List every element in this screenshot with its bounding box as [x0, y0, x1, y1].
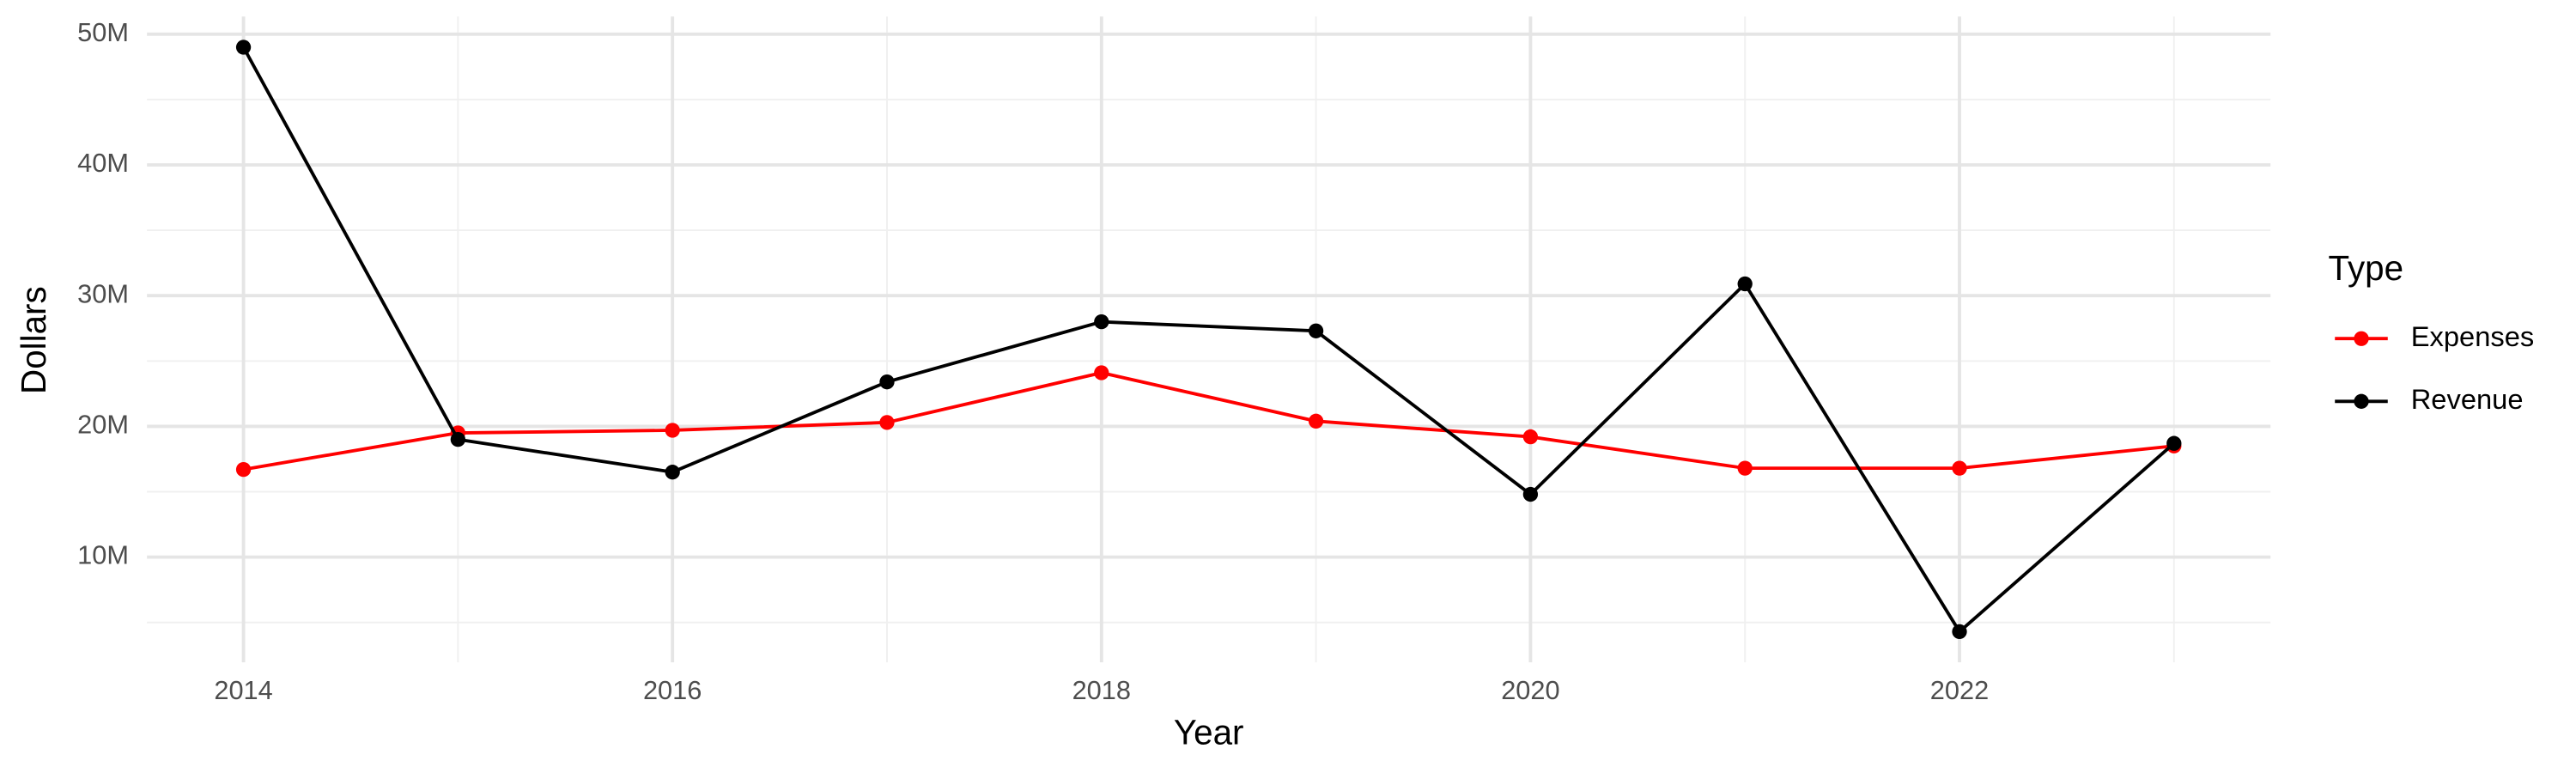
x-tick-label: 2014 — [214, 675, 272, 705]
data-point — [1308, 413, 1324, 429]
data-point — [235, 461, 252, 478]
data-point — [2166, 435, 2182, 451]
y-tick-label: 50M — [77, 17, 129, 47]
data-point — [1094, 313, 1109, 330]
x-tick-label: 2016 — [643, 675, 702, 705]
series-line — [241, 46, 2176, 635]
x-tick-label: 2018 — [1072, 675, 1131, 705]
legend-key-point — [2354, 331, 2369, 346]
legend-key-point — [2354, 393, 2369, 409]
y-tick-label: 30M — [77, 278, 129, 308]
data-point — [665, 465, 680, 480]
y-tick-label: 10M — [77, 540, 129, 570]
series-line — [243, 371, 2175, 472]
data-point — [450, 431, 466, 447]
data-point — [879, 415, 895, 430]
legend-label: Revenue — [2411, 383, 2524, 415]
data-point — [879, 374, 895, 390]
data-point — [1737, 276, 1753, 292]
data-point — [1952, 624, 1967, 640]
x-axis-title: Year — [1174, 712, 1244, 752]
data-point — [1094, 365, 1109, 380]
data-point — [235, 40, 252, 55]
data-point — [1737, 460, 1753, 476]
x-tick-label: 2020 — [1501, 675, 1559, 705]
data-point — [1522, 429, 1539, 445]
y-axis-title: Dollars — [14, 286, 53, 394]
data-point — [1522, 486, 1539, 502]
legend-title: Type — [2329, 248, 2404, 288]
data-point — [665, 423, 680, 438]
legend-label: Expenses — [2411, 320, 2535, 352]
data-point — [1952, 460, 1967, 476]
data-point — [1308, 323, 1324, 338]
y-tick-label: 40M — [77, 148, 129, 178]
x-tick-label: 2022 — [1930, 675, 1989, 705]
y-tick-label: 20M — [77, 410, 129, 440]
